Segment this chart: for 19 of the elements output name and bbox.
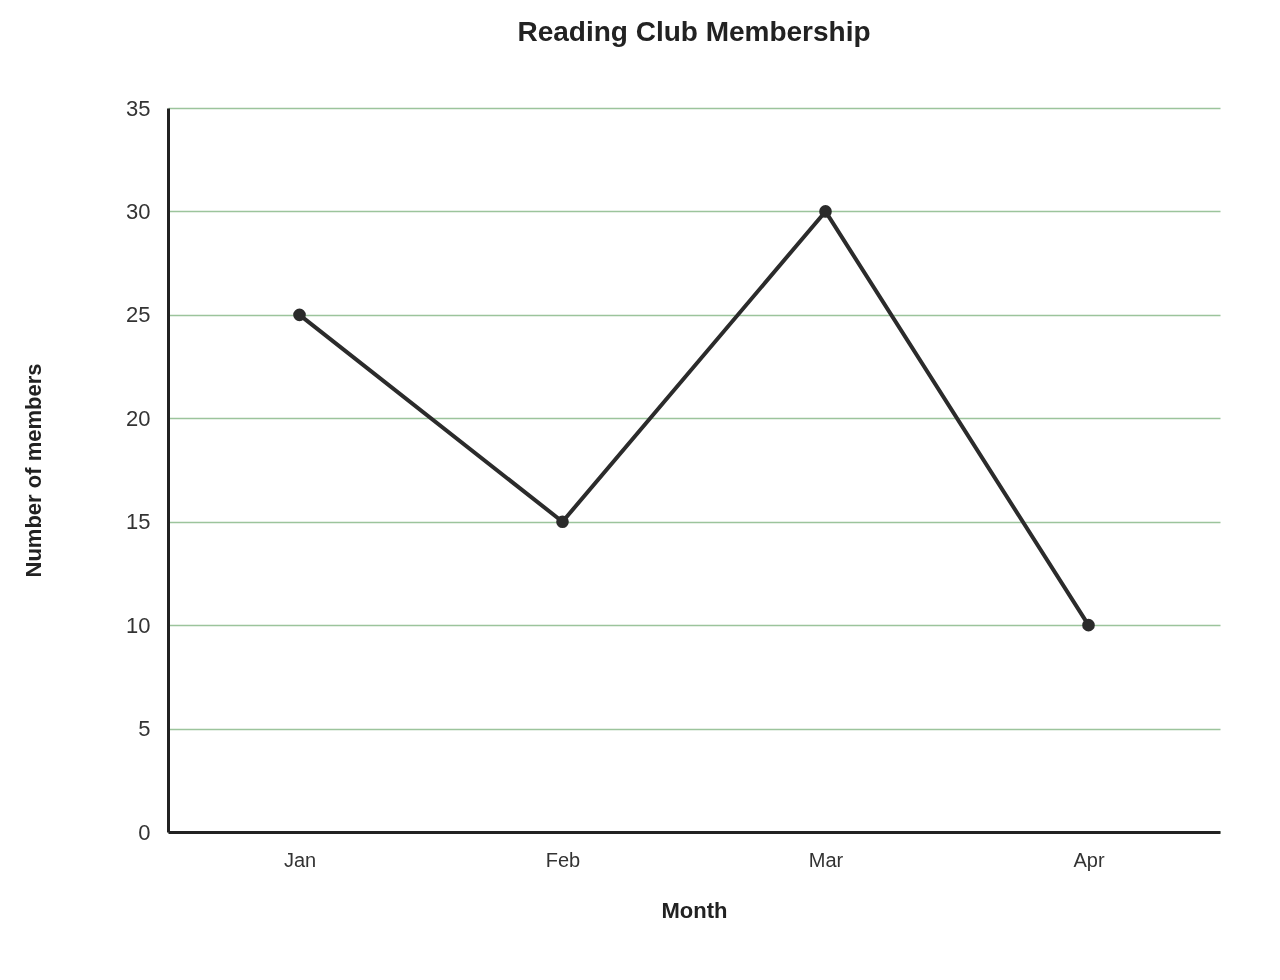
x-axis-title: Month <box>661 897 728 923</box>
x-tick-label: Feb <box>545 848 581 871</box>
x-tick-label: Mar <box>808 848 844 871</box>
y-tick-label: 35 <box>126 95 151 121</box>
point <box>293 308 306 322</box>
chart-title: Reading Club Membership <box>517 16 871 47</box>
y-tick-label: 10 <box>126 612 151 638</box>
y-tick-label: 20 <box>126 405 151 431</box>
x-tick-label: Apr <box>1073 848 1105 871</box>
x-tick-label: Jan <box>283 848 317 871</box>
y-tick-label: 15 <box>126 509 151 535</box>
y-tick-label: 5 <box>138 716 151 742</box>
point <box>556 515 569 529</box>
y-tick-label: 0 <box>138 819 151 845</box>
y-axis-title: Number of members <box>21 363 47 578</box>
y-tick-label: 30 <box>126 198 151 224</box>
point <box>1082 618 1095 632</box>
y-tick-label: 25 <box>126 302 151 328</box>
point <box>819 205 832 218</box>
